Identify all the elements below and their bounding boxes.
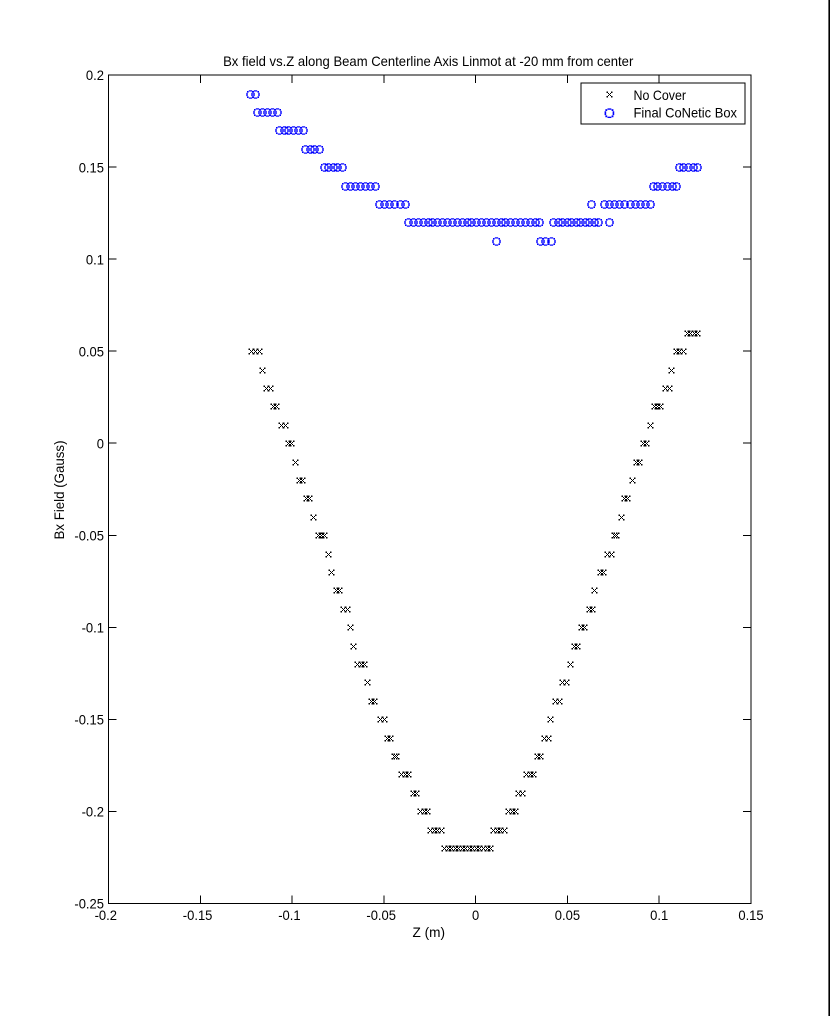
svg-text:-0.2: -0.2 [95, 907, 118, 923]
svg-text:Final CoNetic Box: Final CoNetic Box [634, 105, 738, 121]
svg-text:0.1: 0.1 [650, 907, 668, 923]
svg-text:0.2: 0.2 [86, 67, 104, 83]
svg-text:0.15: 0.15 [79, 159, 104, 175]
svg-text:0.15: 0.15 [738, 907, 763, 923]
svg-text:-0.1: -0.1 [278, 907, 301, 923]
svg-text:Bx Field (Gauss): Bx Field (Gauss) [51, 441, 67, 540]
svg-text:-0.15: -0.15 [183, 907, 213, 923]
svg-text:0.1: 0.1 [86, 251, 104, 267]
svg-text:Z (m): Z (m) [413, 924, 446, 940]
svg-text:-0.15: -0.15 [74, 712, 104, 728]
svg-text:0.05: 0.05 [555, 907, 580, 923]
svg-text:Bx field vs.Z along Beam Cente: Bx field vs.Z along Beam Centerline Axis… [223, 53, 634, 69]
svg-text:-0.05: -0.05 [366, 907, 396, 923]
svg-text:0: 0 [97, 435, 104, 451]
svg-text:0: 0 [472, 907, 479, 923]
svg-text:-0.2: -0.2 [82, 804, 105, 820]
svg-text:-0.05: -0.05 [74, 528, 104, 544]
svg-text:-0.25: -0.25 [74, 896, 104, 912]
svg-text:0.05: 0.05 [79, 343, 104, 359]
svg-text:-0.1: -0.1 [82, 620, 105, 636]
svg-text:No Cover: No Cover [634, 87, 687, 103]
